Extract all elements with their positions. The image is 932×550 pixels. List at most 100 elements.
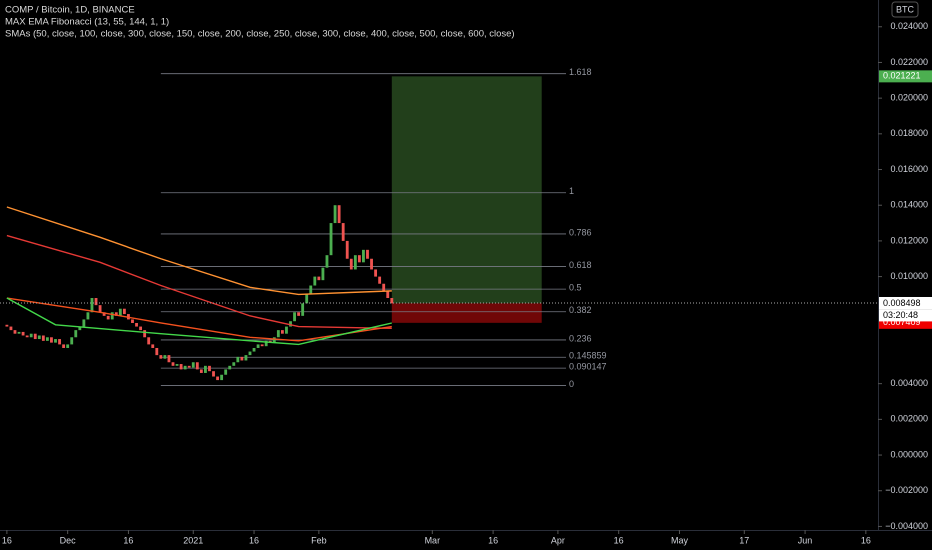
- fib-label: 0.5: [569, 282, 582, 292]
- y-tick-label: 0.014000: [890, 200, 928, 210]
- currency-button[interactable]: [891, 1, 919, 18]
- candle-body: [297, 312, 301, 316]
- candle-body: [33, 333, 37, 340]
- candle-body: [224, 369, 228, 375]
- candle-body: [374, 269, 378, 277]
- candle-body: [163, 355, 167, 359]
- y-tick-label: 0.020000: [890, 93, 928, 103]
- candle-body: [357, 255, 361, 263]
- price-label-box: [879, 70, 932, 83]
- candle-body: [362, 249, 365, 263]
- candle-body: [325, 255, 329, 268]
- candle-body: [195, 362, 199, 370]
- price-label: 0.021221: [883, 71, 921, 81]
- candle-body: [175, 364, 179, 366]
- candle-body: [386, 290, 390, 299]
- price-label: 0.007409: [883, 317, 921, 327]
- candle-body: [317, 276, 321, 281]
- candle-body: [102, 312, 106, 316]
- x-tick-label: Mar: [425, 535, 441, 545]
- x-tick-label: Feb: [311, 535, 327, 545]
- candle-body: [370, 258, 373, 270]
- candle-body: [70, 337, 74, 345]
- y-tick-label: 0.002000: [890, 414, 928, 424]
- candle-body: [256, 344, 260, 348]
- price-label-box: [879, 297, 932, 310]
- candle-body: [114, 312, 118, 316]
- y-tick-label: 0.018000: [890, 128, 928, 138]
- candle-body: [248, 351, 252, 356]
- candle-body: [349, 258, 353, 270]
- target-zone: [391, 76, 542, 304]
- candle-body: [13, 330, 17, 334]
- candle-body: [220, 374, 224, 381]
- candle-body: [345, 240, 349, 259]
- candle-body: [305, 294, 309, 304]
- candle-body: [252, 347, 256, 352]
- candle-body: [143, 330, 147, 338]
- candle-body: [159, 355, 163, 359]
- candle-body: [337, 205, 341, 224]
- y-tick-label: 0.022000: [890, 57, 928, 67]
- candle-body: [98, 305, 102, 313]
- candle-body: [301, 303, 305, 316]
- candle-body: [236, 356, 240, 363]
- x-tick-label: 17: [739, 535, 749, 545]
- candle-body: [333, 205, 337, 224]
- fib-label: 0.236: [569, 333, 592, 343]
- indicator-legend: SMAs (50, close, 100, close, 300, close,…: [5, 29, 515, 40]
- moving-average: [6, 234, 392, 330]
- candle-body: [37, 335, 41, 340]
- candle-body: [216, 376, 219, 381]
- candle-body: [17, 331, 21, 334]
- currency-button-label[interactable]: BTC: [896, 4, 915, 14]
- candle-body: [280, 330, 284, 334]
- candle-body: [54, 339, 57, 343]
- candle-body: [378, 276, 382, 284]
- candle-body: [171, 362, 175, 366]
- candle-body: [272, 337, 276, 343]
- candle-body: [58, 339, 61, 345]
- candle-body: [244, 355, 248, 361]
- candle-body: [62, 344, 66, 348]
- candle-body: [366, 249, 369, 259]
- candle-body: [382, 283, 386, 291]
- candle-body: [131, 319, 134, 323]
- candle-body: [208, 365, 211, 372]
- fib-label: 0.618: [569, 260, 592, 270]
- candle-body: [21, 331, 25, 336]
- y-tick-label: 0.016000: [890, 164, 928, 174]
- y-tick-label: −0.002000: [885, 485, 928, 495]
- candle-body: [353, 255, 357, 270]
- x-tick-label: 16: [861, 535, 871, 545]
- indicator-legend: MAX EMA Fibonacci (13, 55, 144, 1, 1): [5, 17, 169, 28]
- candle-body: [199, 369, 203, 373]
- candle-body: [313, 276, 317, 286]
- candle-body: [78, 326, 82, 331]
- candle-body: [191, 362, 195, 368]
- candle-body: [94, 298, 98, 306]
- x-tick-label: Jun: [798, 535, 813, 545]
- fib-label: 0.382: [569, 305, 592, 315]
- x-tick-label: Apr: [551, 535, 565, 545]
- candle-body: [187, 365, 191, 368]
- candle-body: [122, 308, 126, 315]
- candle-body: [74, 330, 78, 338]
- candle-body: [155, 347, 159, 356]
- x-tick-label: May: [671, 535, 689, 545]
- candle-body: [309, 285, 313, 295]
- candle-body: [264, 340, 268, 347]
- candle-body: [5, 324, 9, 327]
- fib-label: 0.090147: [569, 362, 607, 372]
- candle-body: [260, 344, 264, 347]
- plot: 1.618 1 0.786 0.618 0.5 0.382 0.236 0.1458590.0…: [5, 67, 607, 389]
- countdown-box: [879, 309, 932, 322]
- candle-body: [9, 326, 13, 331]
- candle-body: [25, 335, 29, 338]
- candle-body: [90, 298, 94, 313]
- candle-body: [329, 223, 333, 256]
- candle-body: [147, 337, 151, 345]
- candle-body: [66, 344, 70, 348]
